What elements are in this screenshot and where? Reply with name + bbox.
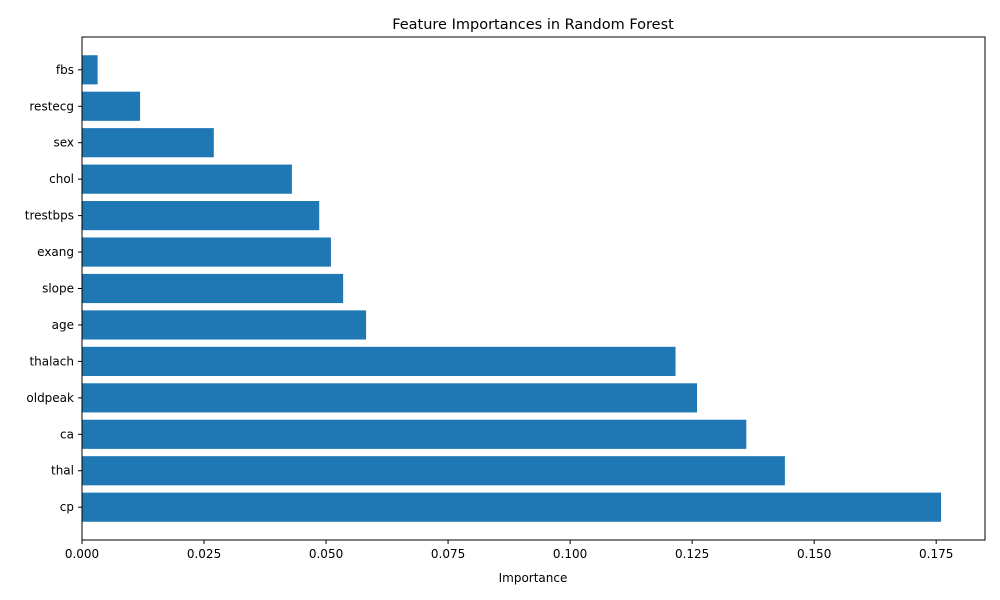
y-tick-label-trestbps: trestbps xyxy=(25,209,74,223)
y-tick-label-exang: exang xyxy=(37,245,74,259)
y-tick-label-thalach: thalach xyxy=(29,354,74,368)
bar-thalach xyxy=(82,346,676,376)
bar-slope xyxy=(82,273,344,304)
y-tick-label-slope: slope xyxy=(42,282,74,296)
y-tick-label-sex: sex xyxy=(53,136,74,150)
x-axis-label: Importance xyxy=(499,571,568,585)
bar-chol xyxy=(82,164,292,194)
bar-exang xyxy=(82,237,331,267)
bars-layer xyxy=(82,55,942,522)
x-tick-label: 0.000 xyxy=(65,547,99,561)
bar-sex xyxy=(82,128,214,158)
y-tick-label-chol: chol xyxy=(49,172,74,186)
x-tick-label: 0.050 xyxy=(309,547,343,561)
bar-thal xyxy=(82,456,785,486)
x-tick-label: 0.175 xyxy=(919,547,953,561)
x-tick-label: 0.025 xyxy=(187,547,221,561)
bar-cp xyxy=(82,492,942,522)
y-tick-label-ca: ca xyxy=(60,427,74,441)
bar-ca xyxy=(82,419,747,449)
y-tick-label-cp: cp xyxy=(60,500,74,514)
bar-oldpeak xyxy=(82,383,698,413)
y-tick-label-age: age xyxy=(52,318,74,332)
x-tick-label: 0.125 xyxy=(675,547,709,561)
x-tick-label: 0.100 xyxy=(553,547,587,561)
y-tick-label-oldpeak: oldpeak xyxy=(26,391,74,405)
y-tick-label-thal: thal xyxy=(51,464,74,478)
x-tick-label: 0.150 xyxy=(797,547,831,561)
ticks-layer: cp thal ca oldpeak thalach age slope exang trest… xyxy=(25,63,954,561)
x-tick-label: 0.075 xyxy=(431,547,465,561)
bar-restecg xyxy=(82,91,141,121)
bar-age xyxy=(82,310,367,340)
chart-title: Feature Importances in Random Forest xyxy=(392,17,674,33)
bar-trestbps xyxy=(82,201,320,231)
bar-fbs xyxy=(82,55,98,85)
y-tick-label-fbs: fbs xyxy=(56,63,74,77)
y-tick-label-restecg: restecg xyxy=(29,99,74,113)
